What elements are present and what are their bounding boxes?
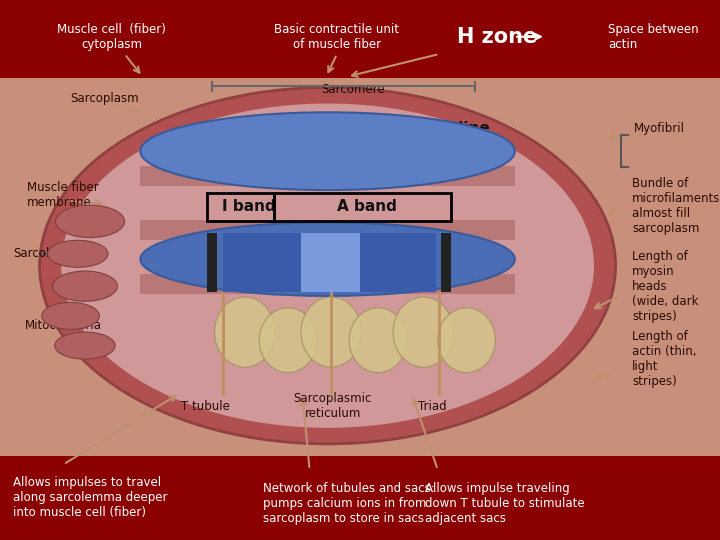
Ellipse shape bbox=[55, 332, 115, 359]
Text: T tubule: T tubule bbox=[181, 400, 230, 413]
Bar bbox=[140, 220, 515, 240]
Ellipse shape bbox=[393, 297, 454, 367]
Text: H zone: H zone bbox=[457, 26, 537, 47]
Text: Myofibril: Myofibril bbox=[634, 122, 685, 135]
Bar bbox=[274, 193, 451, 221]
Ellipse shape bbox=[259, 308, 317, 373]
Ellipse shape bbox=[53, 271, 117, 301]
Ellipse shape bbox=[48, 240, 108, 267]
Text: A band: A band bbox=[337, 199, 397, 214]
Bar bbox=[223, 233, 436, 292]
Text: Sarcolemma: Sarcolemma bbox=[13, 247, 86, 260]
Text: Sarcomere: Sarcomere bbox=[321, 83, 384, 96]
Text: Allows impulse traveling
down T tubule to stimulate
adjacent sacs: Allows impulse traveling down T tubule t… bbox=[425, 482, 585, 525]
Bar bbox=[441, 233, 451, 292]
Ellipse shape bbox=[215, 297, 275, 367]
Text: Space between
actin: Space between actin bbox=[608, 23, 699, 51]
Ellipse shape bbox=[438, 308, 495, 373]
Text: Length of
actin (thin,
light
stripes): Length of actin (thin, light stripes) bbox=[632, 330, 697, 388]
Bar bbox=[0, 456, 720, 540]
Ellipse shape bbox=[140, 112, 515, 190]
Text: Z line: Z line bbox=[442, 121, 490, 136]
Text: Sarcoplasmic
reticulum: Sarcoplasmic reticulum bbox=[294, 392, 372, 420]
Text: Z line: Z line bbox=[203, 121, 251, 136]
Text: Sarcoplasm: Sarcoplasm bbox=[71, 92, 139, 105]
Ellipse shape bbox=[301, 297, 361, 367]
Ellipse shape bbox=[55, 205, 125, 238]
Bar bbox=[207, 193, 274, 221]
Bar bbox=[140, 166, 515, 186]
Ellipse shape bbox=[349, 308, 407, 373]
Bar bbox=[0, 78, 720, 456]
Bar bbox=[0, 0, 720, 78]
Bar bbox=[140, 274, 515, 294]
Text: I band: I band bbox=[222, 199, 275, 214]
Ellipse shape bbox=[40, 87, 616, 444]
Ellipse shape bbox=[42, 302, 99, 329]
Text: Mitochondria: Mitochondria bbox=[25, 319, 102, 332]
Text: Muscle fiber
membrane: Muscle fiber membrane bbox=[27, 181, 99, 210]
Bar bbox=[207, 233, 217, 292]
Text: Basic contractile unit
of muscle fiber: Basic contractile unit of muscle fiber bbox=[274, 23, 400, 51]
Text: Network of tubules and sacs:
pumps calcium ions in from
sarcoplasm to store in s: Network of tubules and sacs: pumps calci… bbox=[263, 482, 435, 525]
Text: Triad: Triad bbox=[418, 400, 446, 413]
Ellipse shape bbox=[61, 104, 594, 428]
Bar bbox=[301, 233, 360, 292]
Text: Length of
myosin
heads
(wide, dark
stripes): Length of myosin heads (wide, dark strip… bbox=[632, 249, 698, 323]
Text: Bundle of
microfilaments;
almost fill
sarcoplasm: Bundle of microfilaments; almost fill sa… bbox=[632, 177, 720, 235]
Text: Muscle cell  (fiber)
cytoplasm: Muscle cell (fiber) cytoplasm bbox=[57, 23, 166, 51]
Ellipse shape bbox=[140, 222, 515, 296]
Text: Allows impulses to travel
along sarcolemma deeper
into muscle cell (fiber): Allows impulses to travel along sarcolem… bbox=[13, 476, 168, 519]
